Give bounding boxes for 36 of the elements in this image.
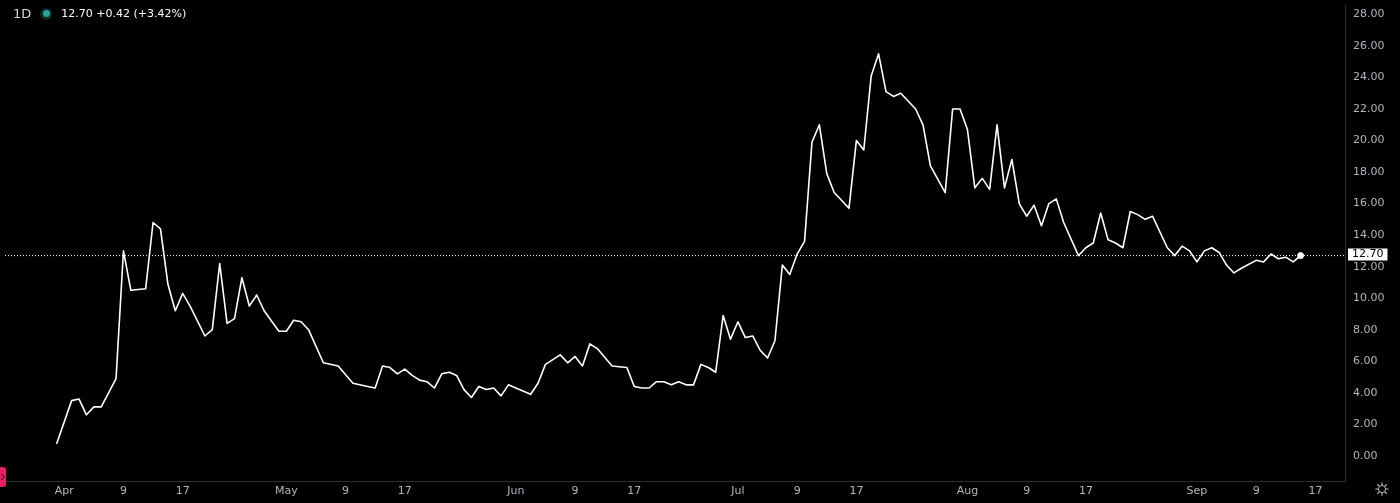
- x-tick-label: Sep: [1186, 484, 1208, 498]
- x-tick-label: Apr: [54, 484, 75, 498]
- chart-title: 1D: [13, 6, 32, 21]
- chart-subtitle: 12.70 +0.42 (+3.42%): [61, 7, 187, 20]
- y-tick-label: 16.00: [1353, 196, 1385, 210]
- x-tick-label: 9: [571, 484, 579, 498]
- x-tick-label: 17: [849, 484, 864, 498]
- x-tick-label: 9: [1023, 484, 1031, 498]
- y-tick-label: 8.00: [1353, 322, 1378, 336]
- x-tick-label: 9: [119, 484, 127, 498]
- x-tick-label: 9: [342, 484, 350, 498]
- y-tick-label: 14.00: [1353, 227, 1385, 241]
- x-tick-label: 17: [397, 484, 412, 498]
- y-tick-label: 24.00: [1353, 70, 1385, 84]
- x-tick-label: Jun: [506, 484, 525, 498]
- y-tick-label: 0.00: [1353, 448, 1378, 462]
- y-tick-label: 28.00: [1353, 7, 1385, 21]
- y-tick-label: 26.00: [1353, 38, 1385, 52]
- x-tick-label: 17: [1308, 484, 1323, 498]
- y-tick-label: 12.00: [1353, 259, 1385, 273]
- y-tick-label: 20.00: [1353, 133, 1385, 147]
- y-tick-label: 4.00: [1353, 385, 1378, 399]
- y-tick-label: 6.00: [1353, 354, 1378, 368]
- x-tick-label: 17: [175, 484, 190, 498]
- y-tick-label: 18.00: [1353, 164, 1385, 178]
- x-tick-label: 17: [1078, 484, 1093, 498]
- y-tick-label: 22.00: [1353, 101, 1385, 115]
- x-tick-label: Aug: [956, 484, 979, 498]
- x-tick-label: 17: [627, 484, 642, 498]
- ref-line-label: 12.70: [1352, 247, 1384, 261]
- x-tick-label: Jul: [730, 484, 745, 498]
- x-tick-label: 9: [793, 484, 801, 498]
- y-tick-label: 10.00: [1353, 291, 1385, 305]
- y-tick-label: 2.00: [1353, 417, 1378, 431]
- x-tick-label: May: [274, 484, 299, 498]
- x-tick-label: 9: [1252, 484, 1260, 498]
